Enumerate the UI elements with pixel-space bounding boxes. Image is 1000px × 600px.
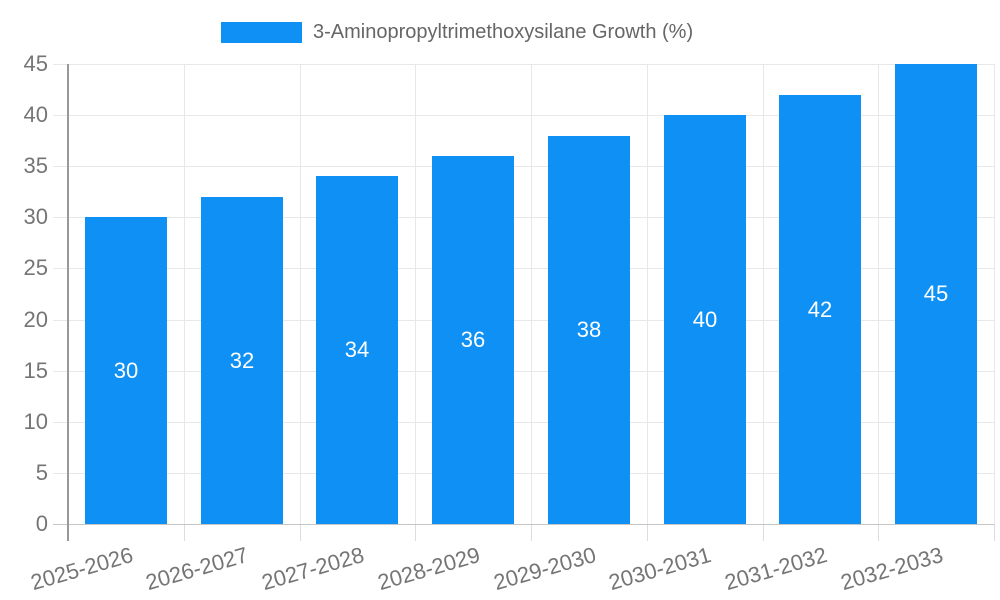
y-axis-label: 25 (23, 255, 48, 280)
bar[interactable]: 45 (895, 64, 977, 524)
y-axis-label: 10 (23, 409, 48, 434)
y-axis-line (67, 64, 69, 541)
x-tick (300, 524, 301, 541)
bar[interactable]: 38 (548, 136, 630, 524)
bar[interactable]: 40 (664, 115, 746, 524)
x-axis-line (53, 524, 994, 525)
bar-value-label: 38 (576, 317, 602, 342)
legend-swatch-icon[interactable] (221, 22, 302, 43)
bar-value-label: 30 (113, 357, 139, 383)
bar-value-label: 45 (923, 281, 949, 306)
y-axis-label: 40 (23, 102, 48, 127)
chart-legend[interactable]: 3-Aminopropyltrimethoxysilane Growth (%) (221, 22, 693, 43)
bar[interactable]: 30 (85, 217, 167, 524)
bar[interactable]: 34 (316, 176, 398, 524)
x-tick (878, 524, 879, 541)
legend-series-label[interactable]: 3-Aminopropyltrimethoxysilane Growth (%) (313, 21, 694, 43)
v-gridline (878, 64, 879, 524)
x-tick (415, 524, 416, 541)
h-gridline (53, 166, 994, 167)
bar-value-label: 34 (344, 337, 370, 362)
y-axis-label: 0 (35, 511, 48, 536)
h-gridline (53, 473, 994, 474)
y-axis-label: 45 (23, 51, 48, 76)
bar-value-label: 40 (692, 306, 718, 332)
v-gridline (531, 64, 532, 524)
h-gridline (53, 217, 994, 218)
x-tick (647, 524, 648, 541)
v-gridline (994, 64, 995, 524)
v-gridline (415, 64, 416, 524)
bar-value-label: 36 (460, 327, 486, 352)
x-axis-label: 2027-2028 (258, 542, 367, 596)
h-gridline (53, 320, 994, 321)
x-axis-label: 2026-2027 (143, 542, 252, 596)
y-axis-label: 35 (23, 153, 48, 178)
h-gridline (53, 422, 994, 423)
x-axis-label: 2029-2030 (490, 542, 599, 596)
x-axis-label: 2025-2026 (27, 542, 136, 596)
y-axis-label: 5 (35, 460, 48, 485)
x-tick (994, 524, 995, 541)
h-gridline (53, 371, 994, 372)
bar[interactable]: 32 (201, 197, 283, 524)
y-axis-label: 15 (23, 358, 48, 383)
x-tick (763, 524, 764, 541)
x-axis-label: 2031-2032 (721, 542, 830, 596)
bar[interactable]: 42 (779, 95, 861, 524)
v-gridline (300, 64, 301, 524)
bar[interactable]: 36 (432, 156, 514, 524)
bar-value-label: 42 (807, 296, 833, 322)
x-tick (531, 524, 532, 541)
v-gridline (763, 64, 764, 524)
x-axis-label: 2028-2029 (374, 542, 483, 596)
y-axis-label: 30 (23, 204, 48, 229)
x-axis-label: 2032-2033 (837, 542, 946, 596)
v-gridline (647, 64, 648, 524)
h-gridline (53, 115, 994, 116)
x-axis-label: 2030-2031 (606, 542, 715, 596)
y-axis-label: 20 (23, 307, 48, 332)
x-tick (184, 524, 185, 541)
h-gridline (53, 64, 994, 65)
v-gridline (184, 64, 185, 524)
h-gridline (53, 268, 994, 269)
bar-value-label: 32 (229, 347, 255, 373)
